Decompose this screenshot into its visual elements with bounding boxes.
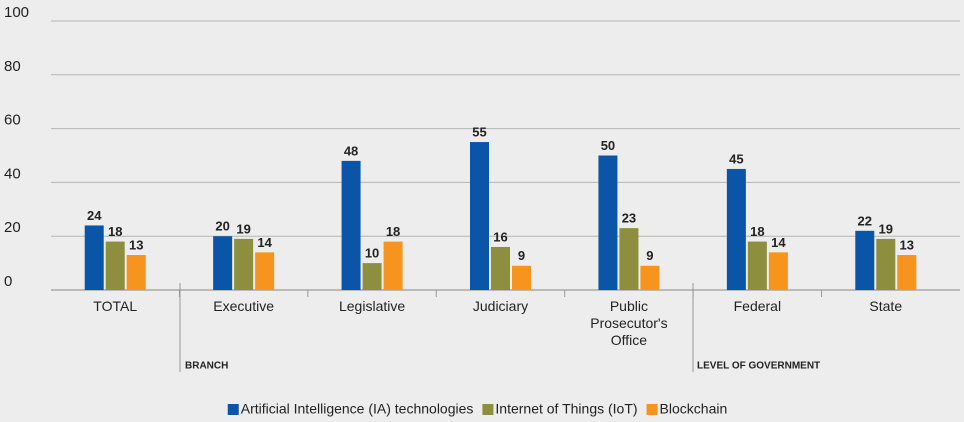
bar bbox=[512, 265, 531, 290]
bar bbox=[105, 241, 125, 290]
x-tick-label: Federal bbox=[733, 298, 782, 314]
data-label: 50 bbox=[601, 138, 615, 153]
y-tick-label: 20 bbox=[4, 219, 21, 236]
bar bbox=[84, 225, 104, 290]
bar bbox=[619, 228, 639, 290]
legend-swatch bbox=[646, 404, 658, 415]
y-tick-label: 40 bbox=[4, 165, 21, 182]
data-label: 18 bbox=[386, 224, 400, 239]
y-tick-label: 80 bbox=[4, 58, 21, 75]
data-label: 13 bbox=[900, 237, 914, 252]
bar bbox=[855, 230, 875, 290]
data-label: 18 bbox=[750, 224, 764, 239]
bar bbox=[491, 246, 510, 290]
y-tick-label: 60 bbox=[4, 112, 21, 129]
bar bbox=[255, 252, 275, 290]
y-tick-label: 0 bbox=[4, 273, 12, 290]
bar bbox=[362, 263, 382, 290]
data-label: 23 bbox=[622, 211, 636, 226]
data-label: 9 bbox=[646, 248, 653, 263]
data-label: 19 bbox=[879, 221, 893, 236]
x-tick-label: Legislative bbox=[338, 298, 406, 314]
legend-label: Internet of Things (IoT) bbox=[495, 401, 637, 417]
legend-swatch bbox=[482, 404, 494, 415]
data-label: 14 bbox=[771, 235, 786, 250]
bar bbox=[726, 168, 746, 290]
group-label: BRANCH bbox=[185, 361, 228, 372]
bar bbox=[598, 155, 618, 290]
group-label: LEVEL OF GOVERNMENT bbox=[697, 361, 820, 372]
legend-label: Artificial Intelligence (IA) technologie… bbox=[241, 401, 474, 417]
data-label: 16 bbox=[493, 229, 507, 244]
legend-swatch bbox=[227, 404, 239, 415]
data-label: 9 bbox=[518, 248, 525, 263]
x-tick-label: Judiciary bbox=[472, 298, 529, 314]
data-label: 19 bbox=[236, 221, 250, 236]
bar bbox=[470, 142, 489, 290]
x-tick-label: State bbox=[869, 298, 903, 314]
x-tick-label: Public Prosecutor's Office bbox=[590, 298, 668, 348]
data-label: 55 bbox=[472, 124, 486, 139]
data-label: 22 bbox=[858, 213, 872, 228]
bar bbox=[213, 236, 233, 290]
data-label: 24 bbox=[87, 208, 102, 223]
data-label: 14 bbox=[257, 235, 272, 250]
y-tick-label: 100 bbox=[4, 4, 29, 21]
data-label: 20 bbox=[215, 219, 229, 234]
bar bbox=[747, 241, 767, 290]
bar bbox=[768, 252, 788, 290]
bar bbox=[897, 255, 917, 290]
data-label: 10 bbox=[365, 246, 379, 261]
data-label: 45 bbox=[729, 151, 743, 166]
bar bbox=[341, 160, 361, 290]
data-label: 48 bbox=[344, 143, 358, 158]
bar bbox=[234, 238, 254, 290]
bar bbox=[383, 241, 403, 290]
bar bbox=[876, 238, 896, 290]
legend-label: Blockchain bbox=[660, 401, 728, 417]
data-label: 18 bbox=[108, 224, 122, 239]
x-tick-label: TOTAL bbox=[93, 298, 138, 314]
bar bbox=[126, 255, 146, 290]
x-tick-label: Executive bbox=[213, 298, 274, 314]
data-label: 13 bbox=[129, 237, 143, 252]
bar bbox=[640, 265, 660, 290]
